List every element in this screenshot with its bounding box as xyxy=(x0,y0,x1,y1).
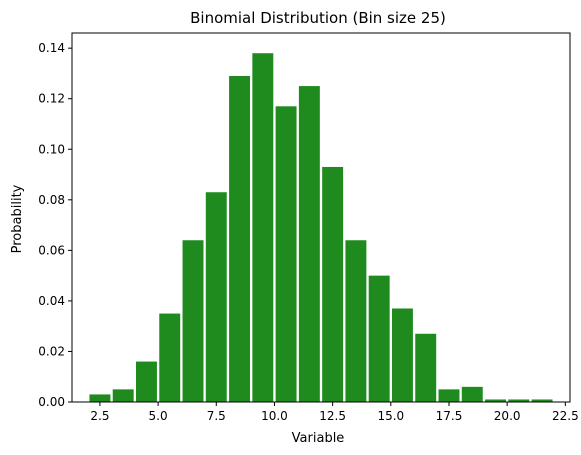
histogram-bar xyxy=(508,399,530,402)
plot-frame xyxy=(71,32,571,403)
histogram-bar xyxy=(438,389,460,402)
histogram-bar xyxy=(345,240,367,402)
histogram-bar xyxy=(182,240,204,402)
x-tick-label: 17.5 xyxy=(436,409,463,423)
histogram-bar xyxy=(531,399,553,402)
x-tick-label: 12.5 xyxy=(319,409,346,423)
y-axis-label: Probability xyxy=(10,184,25,253)
x-axis-label: Variable xyxy=(292,431,345,446)
y-tick-label: 0.14 xyxy=(38,41,65,55)
histogram-bar xyxy=(205,192,227,402)
x-tick-label: 22.5 xyxy=(552,409,579,423)
y-axis-ticks: 0.00 0.02 0.04 0.06 0.08 0.10 0.12 0.14 xyxy=(38,41,72,409)
histogram-bar xyxy=(485,399,507,402)
x-axis-ticks: 2.5 5.0 7.5 10.0 12.5 15.0 17.5 20.0 22.5 xyxy=(90,402,579,423)
x-tick-label: 10.0 xyxy=(261,409,288,423)
y-tick-label: 0.06 xyxy=(38,243,65,257)
x-tick-label: 7.5 xyxy=(207,409,226,423)
y-tick-label: 0.02 xyxy=(38,344,65,358)
y-tick-label: 0.10 xyxy=(38,142,65,156)
histogram-bar xyxy=(461,386,483,402)
histogram-bar xyxy=(252,53,274,402)
histogram-bar xyxy=(135,361,157,402)
histogram-bar xyxy=(275,106,297,402)
histogram-bar xyxy=(368,275,390,402)
histogram-bar xyxy=(159,313,181,402)
x-tick-label: 20.0 xyxy=(494,409,521,423)
x-tick-label: 15.0 xyxy=(377,409,404,423)
x-tick-label: 2.5 xyxy=(90,409,109,423)
histogram-bar xyxy=(298,86,320,402)
histogram-bar xyxy=(415,333,437,402)
bars-group xyxy=(89,53,553,402)
x-tick-label: 5.0 xyxy=(149,409,168,423)
histogram-bar xyxy=(112,389,134,402)
y-tick-label: 0.00 xyxy=(38,395,65,409)
histogram-bar xyxy=(391,308,413,402)
chart-title: Binomial Distribution (Bin size 25) xyxy=(190,9,446,27)
y-tick-label: 0.08 xyxy=(38,193,65,207)
y-tick-label: 0.04 xyxy=(38,294,65,308)
histogram-bar xyxy=(322,166,344,402)
histogram-bar xyxy=(229,75,251,402)
y-tick-label: 0.12 xyxy=(38,92,65,106)
histogram-bar xyxy=(89,394,111,402)
